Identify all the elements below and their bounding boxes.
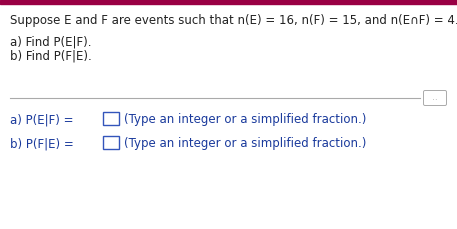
Text: b) P(F|E) =: b) P(F|E) =: [10, 137, 78, 150]
Text: b) Find P(F|E).: b) Find P(F|E).: [10, 49, 92, 62]
Text: a) P(E|F) =: a) P(E|F) =: [10, 113, 77, 126]
Bar: [0, 0, 457, 4]
Text: (Type an integer or a simplified fraction.): (Type an integer or a simplified fractio…: [124, 137, 367, 150]
FancyBboxPatch shape: [103, 136, 119, 149]
Text: ..: ..: [432, 93, 438, 103]
Text: a) Find P(E|F).: a) Find P(E|F).: [10, 35, 91, 48]
Text: Suppose E and F are events such that n(E) = 16, n(F) = 15, and n(E∩F) = 4.: Suppose E and F are events such that n(E…: [10, 14, 457, 27]
Text: (Type an integer or a simplified fraction.): (Type an integer or a simplified fractio…: [124, 113, 367, 126]
FancyBboxPatch shape: [103, 112, 119, 125]
FancyBboxPatch shape: [424, 90, 446, 106]
